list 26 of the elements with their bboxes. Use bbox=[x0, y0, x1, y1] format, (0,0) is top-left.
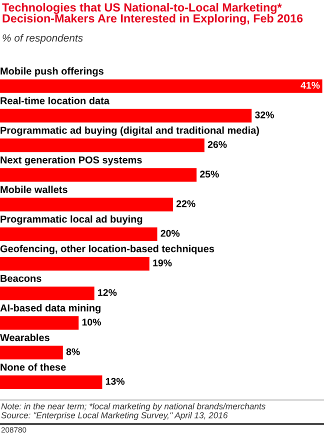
y-tick-label: Mobile push offerings bbox=[0, 67, 104, 77]
data-label: 10% bbox=[82, 318, 101, 326]
data-label: 25% bbox=[200, 170, 219, 178]
data-label: 13% bbox=[106, 378, 125, 385]
y-tick-label: Wearables bbox=[0, 334, 50, 342]
y-tick-label: Beacons bbox=[0, 274, 42, 282]
data-label: 20% bbox=[160, 230, 180, 237]
y-tick-label: Real-time location data bbox=[0, 96, 110, 104]
data-label: 8% bbox=[66, 348, 80, 356]
y-tick-label: AI-based data mining bbox=[0, 304, 100, 314]
y-tick-label: Programmatic ad buying (digital and traditional media) bbox=[0, 126, 259, 136]
data-label: 32% bbox=[254, 111, 274, 118]
data-label: 26% bbox=[208, 141, 227, 148]
chart-title: Technologies that US National-to-Local Marketing* Decision-Makers Are Interested in Exploring, Feb 2016 bbox=[2, 3, 303, 25]
chart-subtitle: % of respondents bbox=[2, 34, 83, 44]
data-label: 41% bbox=[300, 82, 320, 89]
source-note: Source: "Enterprise Local Marketing Survey," April 13, 2016 bbox=[1, 412, 228, 420]
y-tick-label: Next generation POS systems bbox=[0, 156, 142, 166]
data-label: 19% bbox=[153, 259, 172, 266]
data-label: 12% bbox=[98, 289, 117, 296]
text: Note: in the near term; *local marketing by national brands/merchants bbox=[1, 403, 266, 412]
y-tick-label: None of these bbox=[0, 363, 66, 371]
y-tick-label: Programmatic local ad buying bbox=[0, 215, 142, 225]
y-tick-label: Mobile wallets bbox=[0, 186, 68, 194]
y-tick-label: Geofencing, other location-based techniques bbox=[0, 244, 214, 254]
data-label: 22% bbox=[176, 200, 196, 208]
